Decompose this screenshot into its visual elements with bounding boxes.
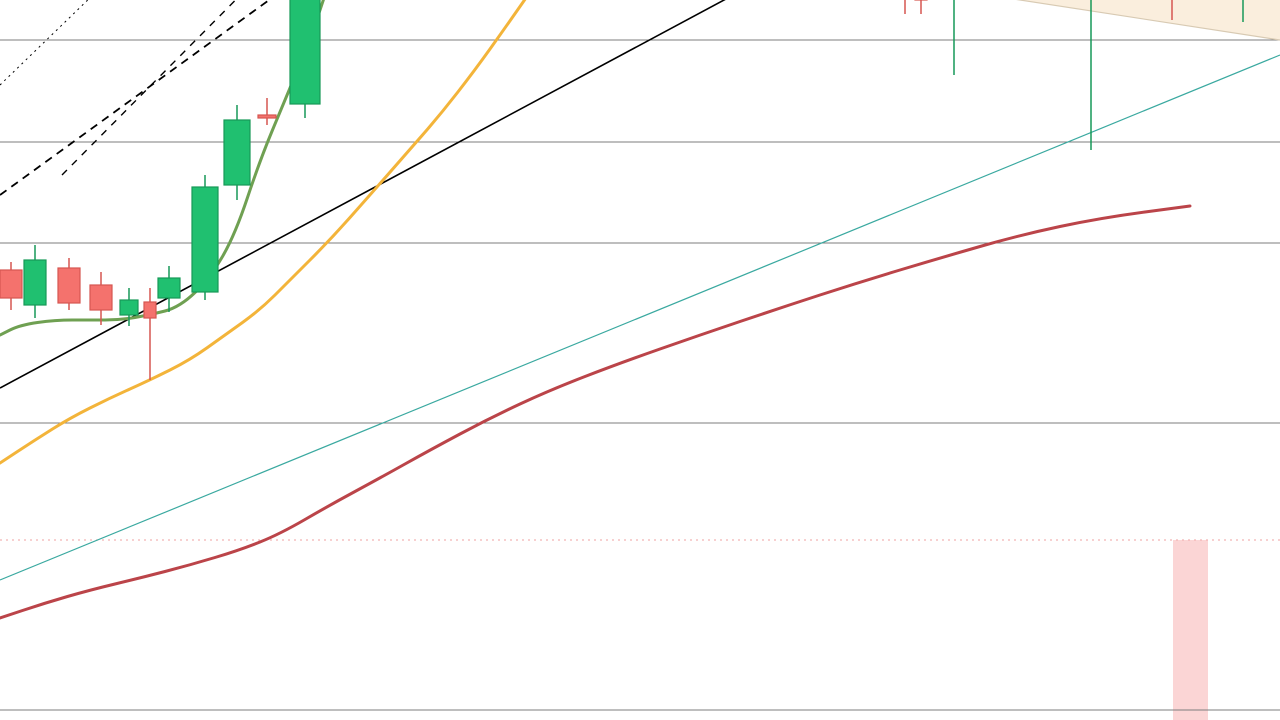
candle-body[interactable] <box>290 0 320 104</box>
candle-body[interactable] <box>24 260 46 305</box>
chart-svg <box>0 0 1280 720</box>
candle-body[interactable] <box>144 302 156 318</box>
candle-body[interactable] <box>258 115 276 118</box>
candle-body[interactable] <box>58 268 80 303</box>
candle-body[interactable] <box>120 300 138 315</box>
candle-body[interactable] <box>90 285 112 310</box>
candlestick-chart[interactable] <box>0 0 1280 720</box>
pink-box <box>1173 540 1208 720</box>
candle-body[interactable] <box>224 120 250 185</box>
candle-body[interactable] <box>192 187 218 292</box>
candle-body[interactable] <box>0 270 22 298</box>
candle-body[interactable] <box>158 278 180 298</box>
